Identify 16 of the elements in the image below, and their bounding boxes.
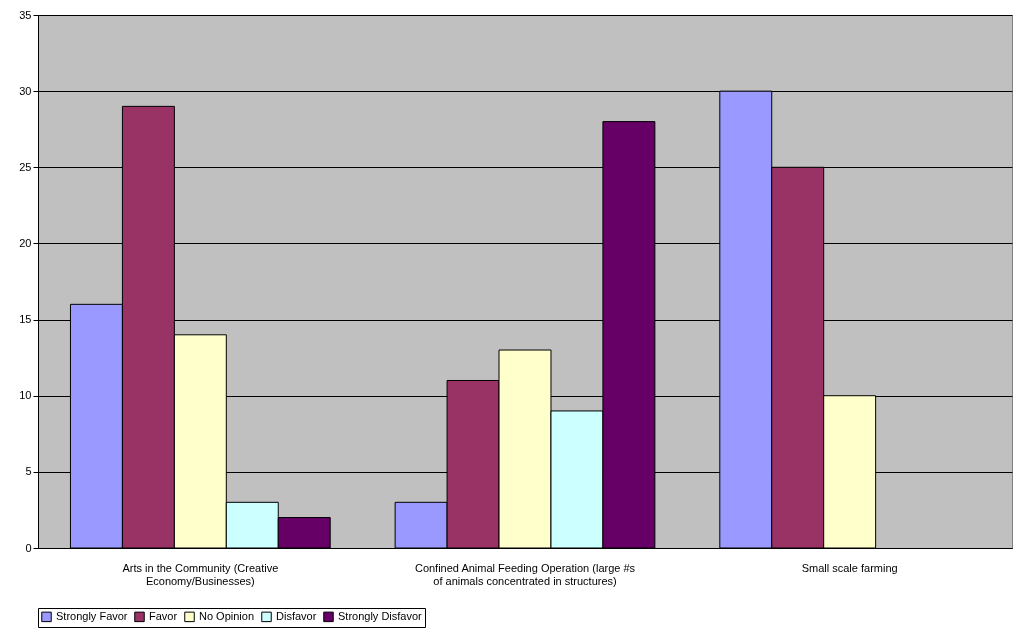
x-tick-label: Small scale farming xyxy=(801,561,898,574)
y-tick-label: 30 xyxy=(19,84,32,97)
y-tick-label: 25 xyxy=(19,160,32,173)
legend-label: Disfavor xyxy=(276,609,317,622)
y-tick-label: 5 xyxy=(25,465,32,478)
x-tick-label: Arts in the Community (Creative Economy/Businesses) xyxy=(122,561,279,587)
legend-label: No Opinion xyxy=(199,609,255,622)
legend-label: Strongly Disfavor xyxy=(338,609,423,622)
y-tick-label: 0 xyxy=(25,541,32,554)
y-tick-label: 20 xyxy=(19,236,32,249)
legend-label: Strongly Favor xyxy=(56,609,128,622)
y-tick-label: 35 xyxy=(19,8,32,21)
x-tick-label: Confined Animal Feeding Operation (large #s of animals concentrated in structures) xyxy=(414,561,636,587)
y-tick-label: 10 xyxy=(19,389,32,402)
y-tick-label: 15 xyxy=(19,313,32,326)
legend-label: Favor xyxy=(149,609,178,622)
